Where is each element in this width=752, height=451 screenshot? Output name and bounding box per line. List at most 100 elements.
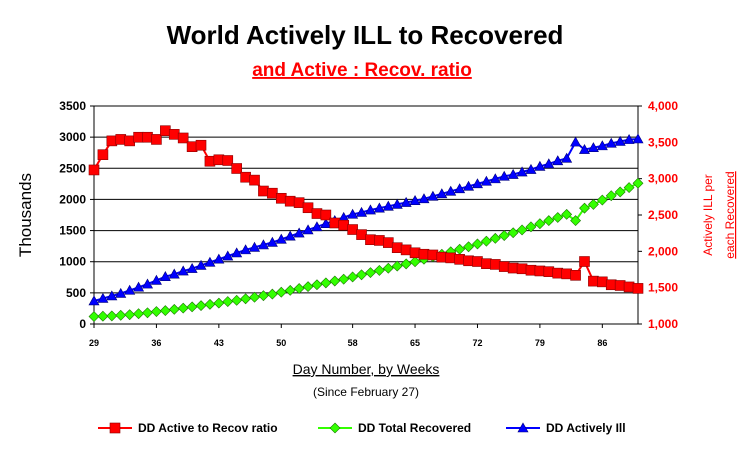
x-tick-label: 72 bbox=[472, 338, 482, 348]
data-point bbox=[623, 134, 635, 144]
data-point bbox=[552, 267, 564, 279]
data-point bbox=[382, 262, 394, 274]
x-tick-label: 50 bbox=[276, 338, 286, 348]
data-point bbox=[498, 170, 510, 181]
x-axis-note: (Since February 27) bbox=[313, 385, 419, 399]
data-point bbox=[373, 265, 385, 276]
data-point bbox=[151, 306, 162, 317]
x-tick-label: 29 bbox=[89, 338, 99, 348]
data-point bbox=[329, 422, 341, 434]
data-point bbox=[213, 297, 225, 309]
data-point bbox=[480, 175, 492, 186]
data-point bbox=[543, 266, 555, 277]
data-point bbox=[302, 202, 314, 214]
data-point bbox=[516, 263, 528, 275]
data-point bbox=[320, 218, 332, 229]
data-point bbox=[481, 258, 492, 269]
data-point bbox=[597, 276, 608, 288]
data-point bbox=[267, 187, 278, 199]
data-point bbox=[106, 310, 118, 322]
data-point bbox=[543, 215, 555, 227]
data-point bbox=[168, 268, 180, 279]
data-point bbox=[365, 234, 376, 246]
data-point bbox=[222, 296, 234, 308]
data-point bbox=[632, 283, 644, 294]
y-left-tick-label: 2000 bbox=[59, 192, 86, 206]
data-point bbox=[320, 277, 332, 289]
data-point bbox=[480, 235, 492, 247]
data-point bbox=[614, 135, 626, 146]
x-tick-label: 86 bbox=[597, 338, 607, 348]
data-point bbox=[195, 259, 207, 270]
data-point bbox=[320, 209, 332, 221]
data-point bbox=[347, 271, 359, 283]
data-point bbox=[498, 230, 510, 241]
y-right-tick-label: 1,000 bbox=[648, 317, 678, 331]
data-point bbox=[605, 190, 617, 202]
data-point bbox=[266, 236, 278, 247]
data-point bbox=[338, 273, 350, 285]
data-point bbox=[400, 258, 412, 270]
data-point bbox=[552, 212, 564, 223]
data-point bbox=[115, 309, 127, 321]
data-point bbox=[133, 308, 145, 320]
data-point bbox=[213, 253, 225, 264]
data-point bbox=[109, 422, 121, 434]
data-point bbox=[463, 241, 474, 253]
data-point bbox=[596, 140, 608, 151]
data-point bbox=[258, 290, 269, 302]
series-group bbox=[88, 125, 644, 322]
data-point bbox=[409, 256, 421, 268]
right-axis-ticks: 1,000 1,500 2,000 2,500 3,000 3,500 4,000 bbox=[638, 99, 678, 331]
data-point bbox=[124, 135, 135, 147]
data-point bbox=[400, 196, 412, 207]
data-point bbox=[347, 208, 359, 219]
x-axis-ticks: 29 36 43 50 58 65 72 79 86 bbox=[89, 324, 607, 348]
data-point bbox=[293, 227, 305, 238]
data-point bbox=[516, 224, 528, 236]
data-point bbox=[587, 198, 599, 210]
data-point bbox=[88, 295, 100, 306]
data-point bbox=[391, 260, 403, 272]
y-right-tick-label: 4,000 bbox=[648, 99, 678, 113]
data-point bbox=[88, 311, 100, 322]
data-point bbox=[160, 125, 171, 137]
x-tick-label: 36 bbox=[151, 338, 161, 348]
data-point bbox=[561, 208, 573, 220]
data-point bbox=[489, 232, 501, 244]
data-point bbox=[463, 255, 474, 267]
data-point bbox=[150, 274, 162, 285]
data-point bbox=[534, 160, 546, 171]
data-point bbox=[311, 279, 323, 291]
data-point bbox=[525, 264, 537, 276]
data-point bbox=[418, 248, 430, 260]
data-point bbox=[570, 215, 581, 227]
data-point bbox=[275, 286, 287, 298]
y-left-tick-label: 1500 bbox=[59, 224, 86, 238]
data-point bbox=[258, 185, 269, 197]
y-left-tick-label: 2500 bbox=[59, 161, 86, 175]
data-point bbox=[302, 224, 314, 235]
data-point bbox=[400, 244, 412, 256]
y-axis-left-label: Thousands bbox=[16, 173, 35, 257]
data-point bbox=[124, 284, 136, 295]
data-point bbox=[382, 200, 394, 211]
data-point bbox=[614, 280, 626, 291]
data-point bbox=[204, 155, 216, 167]
data-point bbox=[409, 247, 421, 259]
data-point bbox=[133, 281, 145, 292]
data-point bbox=[490, 259, 501, 270]
legend-label: DD Active to Recov ratio bbox=[138, 421, 278, 435]
data-point bbox=[222, 155, 234, 166]
data-point bbox=[266, 288, 278, 300]
series-line bbox=[93, 182, 639, 318]
x-tick-label: 43 bbox=[214, 338, 224, 348]
data-point bbox=[311, 208, 323, 219]
y-left-tick-label: 1000 bbox=[59, 255, 86, 269]
data-point bbox=[623, 281, 635, 293]
data-point bbox=[578, 143, 591, 154]
data-point bbox=[579, 202, 590, 214]
data-point bbox=[382, 237, 394, 248]
data-point bbox=[329, 217, 341, 229]
